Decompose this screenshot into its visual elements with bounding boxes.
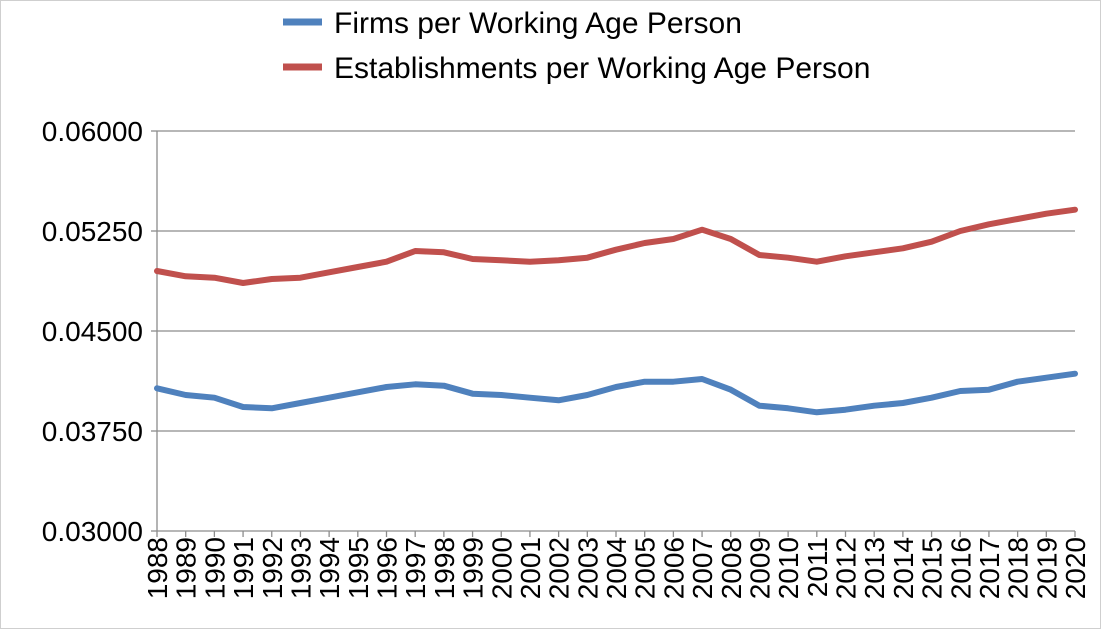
x-tick-label: 1988	[142, 537, 173, 599]
x-tick-label: 2008	[716, 537, 747, 599]
x-tick-label: 2000	[486, 537, 517, 599]
x-tick-label: 2013	[859, 537, 890, 599]
y-axis-ticks: 0.06000 0.05250 0.04500 0.03750 0.03000	[42, 116, 143, 547]
gridlines	[151, 130, 1076, 537]
x-tick-label: 2020	[1060, 537, 1091, 599]
x-tick-label: 1995	[343, 537, 374, 599]
y-tick-label: 0.06000	[42, 116, 143, 147]
x-tick-label: 1989	[171, 537, 202, 599]
x-tick-label: 2014	[888, 537, 919, 599]
x-tick-label: 2001	[515, 537, 546, 599]
y-tick-label: 0.04500	[42, 316, 143, 347]
x-tick-label: 1997	[400, 537, 431, 599]
x-axis-ticks: 1988198919901991199219931994199519961997…	[142, 537, 1091, 599]
x-tick-label: 2010	[773, 537, 804, 599]
x-tick-label: 2007	[687, 537, 718, 599]
x-tick-label: 2011	[802, 537, 833, 597]
x-tick-label: 2006	[658, 537, 689, 599]
x-tick-label: 1994	[314, 537, 345, 599]
y-tick-label: 0.03000	[42, 516, 143, 547]
x-tick-label: 1993	[285, 537, 316, 599]
x-tick-label: 2004	[601, 537, 632, 599]
x-tick-label: 2015	[917, 537, 948, 599]
y-tick-label: 0.03750	[42, 416, 143, 447]
legend: Firms per Working Age Person Establishme…	[283, 7, 870, 85]
x-tick-label: 1992	[257, 537, 288, 599]
x-tick-label: 2018	[1003, 537, 1034, 599]
x-tick-label: 2005	[630, 537, 661, 599]
x-tick-label: 2016	[945, 537, 976, 599]
series-line-establishments	[154, 206, 1078, 286]
x-tick-label: 2002	[544, 537, 575, 599]
x-tick-label: 1990	[199, 537, 230, 599]
x-tick-label: 1991	[228, 537, 259, 599]
legend-label-establishments: Establishments per Working Age Person	[334, 52, 870, 85]
series-lines	[154, 206, 1078, 416]
x-tick-label: 1996	[372, 537, 403, 599]
series-line-firms	[154, 370, 1078, 416]
x-tick-label: 2012	[831, 537, 862, 599]
x-tick-label: 2009	[744, 537, 775, 599]
legend-label-firms: Firms per Working Age Person	[334, 7, 742, 40]
x-tick-label: 1999	[458, 537, 489, 599]
x-tick-label: 2017	[974, 537, 1005, 599]
x-tick-label: 2003	[572, 537, 603, 599]
y-tick-label: 0.05250	[42, 216, 143, 247]
x-tick-label: 2019	[1031, 537, 1062, 599]
x-tick-label: 1998	[429, 537, 460, 599]
